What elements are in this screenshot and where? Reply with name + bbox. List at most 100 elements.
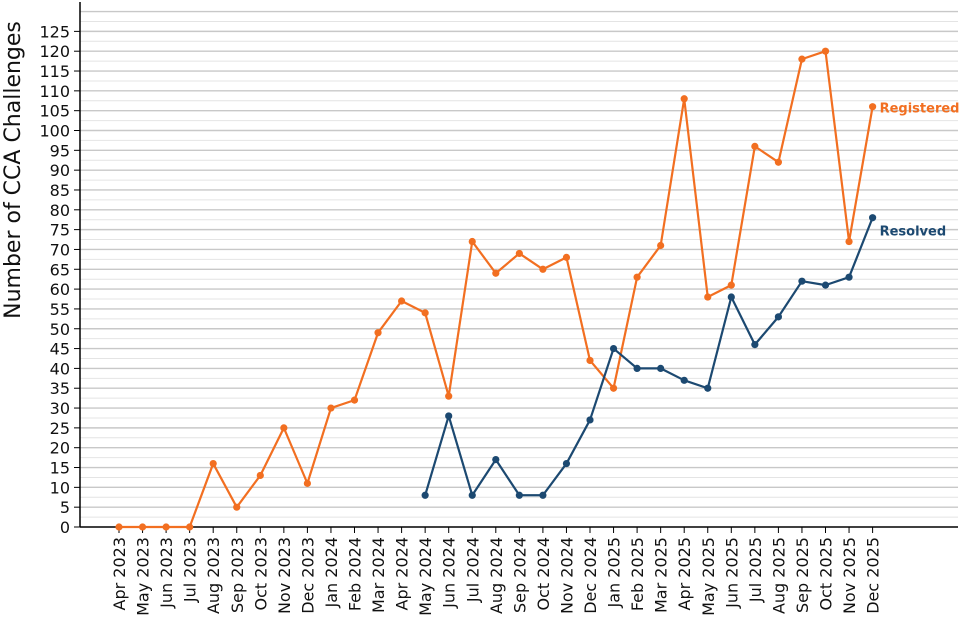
- data-point-registered: [515, 249, 523, 258]
- y-axis-title: Number of CCA Challenges: [1, 21, 26, 319]
- y-tick-label: 35: [50, 379, 70, 398]
- x-tick-label: Jun 2024: [440, 537, 459, 609]
- x-tick-label: Jul 2025: [746, 537, 765, 603]
- data-point-registered: [821, 47, 830, 55]
- data-point-registered: [609, 384, 618, 392]
- data-point-registered: [657, 241, 665, 250]
- data-point-registered: [186, 523, 194, 531]
- y-tick-label: 85: [50, 181, 70, 200]
- data-point-registered: [468, 237, 476, 246]
- series-label-registered: Registered: [880, 102, 960, 117]
- data-point-resolved: [492, 455, 500, 464]
- data-point-registered: [327, 404, 335, 412]
- x-tick-label: Sep 2023: [228, 537, 247, 613]
- x-tick-label: Apr 2023: [110, 537, 129, 610]
- data-point-registered: [539, 265, 547, 273]
- data-point-resolved: [727, 293, 735, 301]
- x-tick-label: Jul 2023: [181, 537, 200, 603]
- x-tick-label: Nov 2023: [275, 537, 294, 614]
- y-tick-label: 95: [50, 141, 70, 160]
- y-tick-label: 40: [50, 359, 70, 378]
- y-tick-label: 15: [50, 459, 70, 478]
- data-point-registered: [209, 459, 217, 468]
- x-tick-label: Sep 2024: [510, 537, 529, 613]
- data-point-resolved: [680, 376, 688, 384]
- y-tick-label: 120: [39, 42, 70, 61]
- x-tick-label: May 2024: [416, 537, 435, 616]
- x-tick-label: May 2023: [134, 537, 153, 616]
- x-tick-label: Jun 2025: [722, 537, 741, 609]
- x-tick-label: Jun 2023: [157, 537, 176, 609]
- x-tick-label: Sep 2025: [793, 537, 812, 613]
- x-tick-label: Nov 2024: [557, 537, 576, 614]
- data-point-resolved: [633, 364, 641, 372]
- y-tick-label: 80: [50, 201, 70, 220]
- y-tick-label: 110: [39, 82, 70, 101]
- data-point-registered: [869, 103, 877, 111]
- y-tick-label: 125: [39, 22, 70, 41]
- data-point-registered: [845, 237, 853, 246]
- data-point-resolved: [445, 412, 453, 420]
- data-point-resolved: [751, 341, 759, 349]
- data-point-resolved: [845, 273, 853, 281]
- data-point-resolved: [657, 364, 665, 372]
- x-tick-label: May 2025: [699, 537, 718, 616]
- data-point-registered: [633, 273, 641, 281]
- x-tick-label: Dec 2025: [864, 537, 883, 614]
- data-point-registered: [280, 424, 288, 432]
- data-point-registered: [398, 297, 406, 305]
- data-point-registered: [350, 396, 359, 404]
- data-point-resolved: [468, 491, 476, 499]
- x-tick-label: Dec 2024: [581, 537, 600, 614]
- y-tick-label: 45: [50, 340, 70, 359]
- data-point-registered: [586, 356, 594, 365]
- series-label-resolved: Resolved: [880, 225, 947, 240]
- y-tick-label: 20: [50, 439, 70, 458]
- y-tick-label: 70: [50, 240, 70, 259]
- x-tick-label: Mar 2025: [652, 537, 671, 613]
- y-tick-label: 25: [50, 419, 70, 438]
- x-tick-label: Aug 2023: [204, 537, 223, 614]
- data-point-registered: [492, 269, 500, 277]
- data-point-registered: [727, 281, 735, 289]
- x-tick-label: Jan 2024: [322, 537, 341, 608]
- data-point-registered: [138, 523, 147, 531]
- data-point-resolved: [586, 416, 594, 424]
- data-point-resolved: [869, 214, 877, 222]
- data-point-resolved: [821, 281, 830, 289]
- series-labels: Registered Resolved: [880, 102, 960, 240]
- data-point-registered: [374, 329, 382, 337]
- x-tick-labels: Apr 2023 May 2023 Jun 2023 Jul 2023 Aug 2023…: [110, 527, 883, 616]
- y-tick-label: 30: [50, 399, 70, 418]
- data-point-registered: [680, 95, 688, 103]
- data-point-registered: [798, 55, 806, 63]
- series-resolved: [421, 214, 877, 499]
- data-point-registered: [256, 471, 264, 480]
- data-point-registered: [162, 523, 170, 531]
- x-tick-label: Oct 2023: [251, 537, 270, 610]
- y-tick-label: 100: [39, 122, 70, 141]
- data-point-registered: [421, 309, 429, 317]
- data-point-resolved: [562, 459, 571, 468]
- data-point-resolved: [704, 384, 712, 392]
- data-point-registered: [774, 158, 783, 166]
- data-point-resolved: [798, 277, 806, 285]
- data-point-registered: [115, 523, 123, 531]
- x-tick-label: Feb 2025: [628, 537, 647, 611]
- series-line-resolved: [424, 217, 874, 497]
- y-tick-label: 115: [39, 62, 70, 81]
- data-point-resolved: [609, 344, 618, 353]
- data-point-resolved: [421, 491, 429, 499]
- y-tick-label: 90: [50, 161, 70, 180]
- y-tick-label: 55: [50, 300, 70, 319]
- data-point-resolved: [774, 313, 783, 321]
- x-tick-label: Nov 2025: [840, 537, 859, 614]
- x-tick-label: Feb 2024: [346, 537, 365, 611]
- gridlines: [80, 10, 958, 518]
- x-tick-label: Oct 2025: [817, 537, 836, 610]
- y-tick-label: 5: [60, 498, 70, 517]
- data-point-registered: [303, 479, 311, 487]
- data-point-registered: [751, 142, 759, 150]
